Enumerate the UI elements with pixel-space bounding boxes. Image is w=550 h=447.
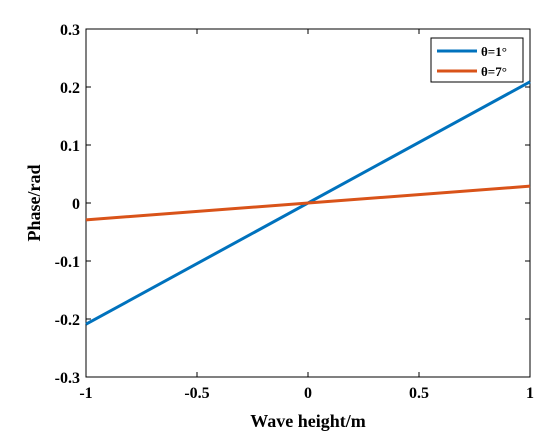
x-tick-label: 1 <box>526 385 534 402</box>
y-tick-label: -0.1 <box>55 254 80 271</box>
x-axis-label: Wave height/m <box>250 411 366 431</box>
x-tick-label: 0 <box>304 385 312 402</box>
legend-box <box>430 37 524 83</box>
y-tick-label: 0 <box>72 196 80 213</box>
legend-entry-2: θ=7° <box>481 64 507 79</box>
legend: θ=1° θ=7° <box>430 37 524 83</box>
x-tick-label: -1 <box>79 385 92 402</box>
y-tick-label: -0.3 <box>55 370 80 387</box>
x-tick-label: -0.5 <box>184 385 209 402</box>
legend-entry-1: θ=1° <box>481 44 507 59</box>
series-line-2 <box>85 184 531 222</box>
x-tick-label: 0.5 <box>409 385 429 402</box>
series-layer <box>85 80 531 326</box>
y-tick-label: 0.3 <box>60 22 80 39</box>
y-tick-label: 0.2 <box>60 80 80 97</box>
ticks-layer: -1 -0.5 0 0.5 1 -0.3 -0.2 -0.1 0 0.1 0.2 0.3 <box>55 22 534 402</box>
y-tick-label: -0.2 <box>55 312 80 329</box>
y-tick-label: 0.1 <box>60 138 80 155</box>
y-axis-label: Phase/rad <box>24 164 44 241</box>
